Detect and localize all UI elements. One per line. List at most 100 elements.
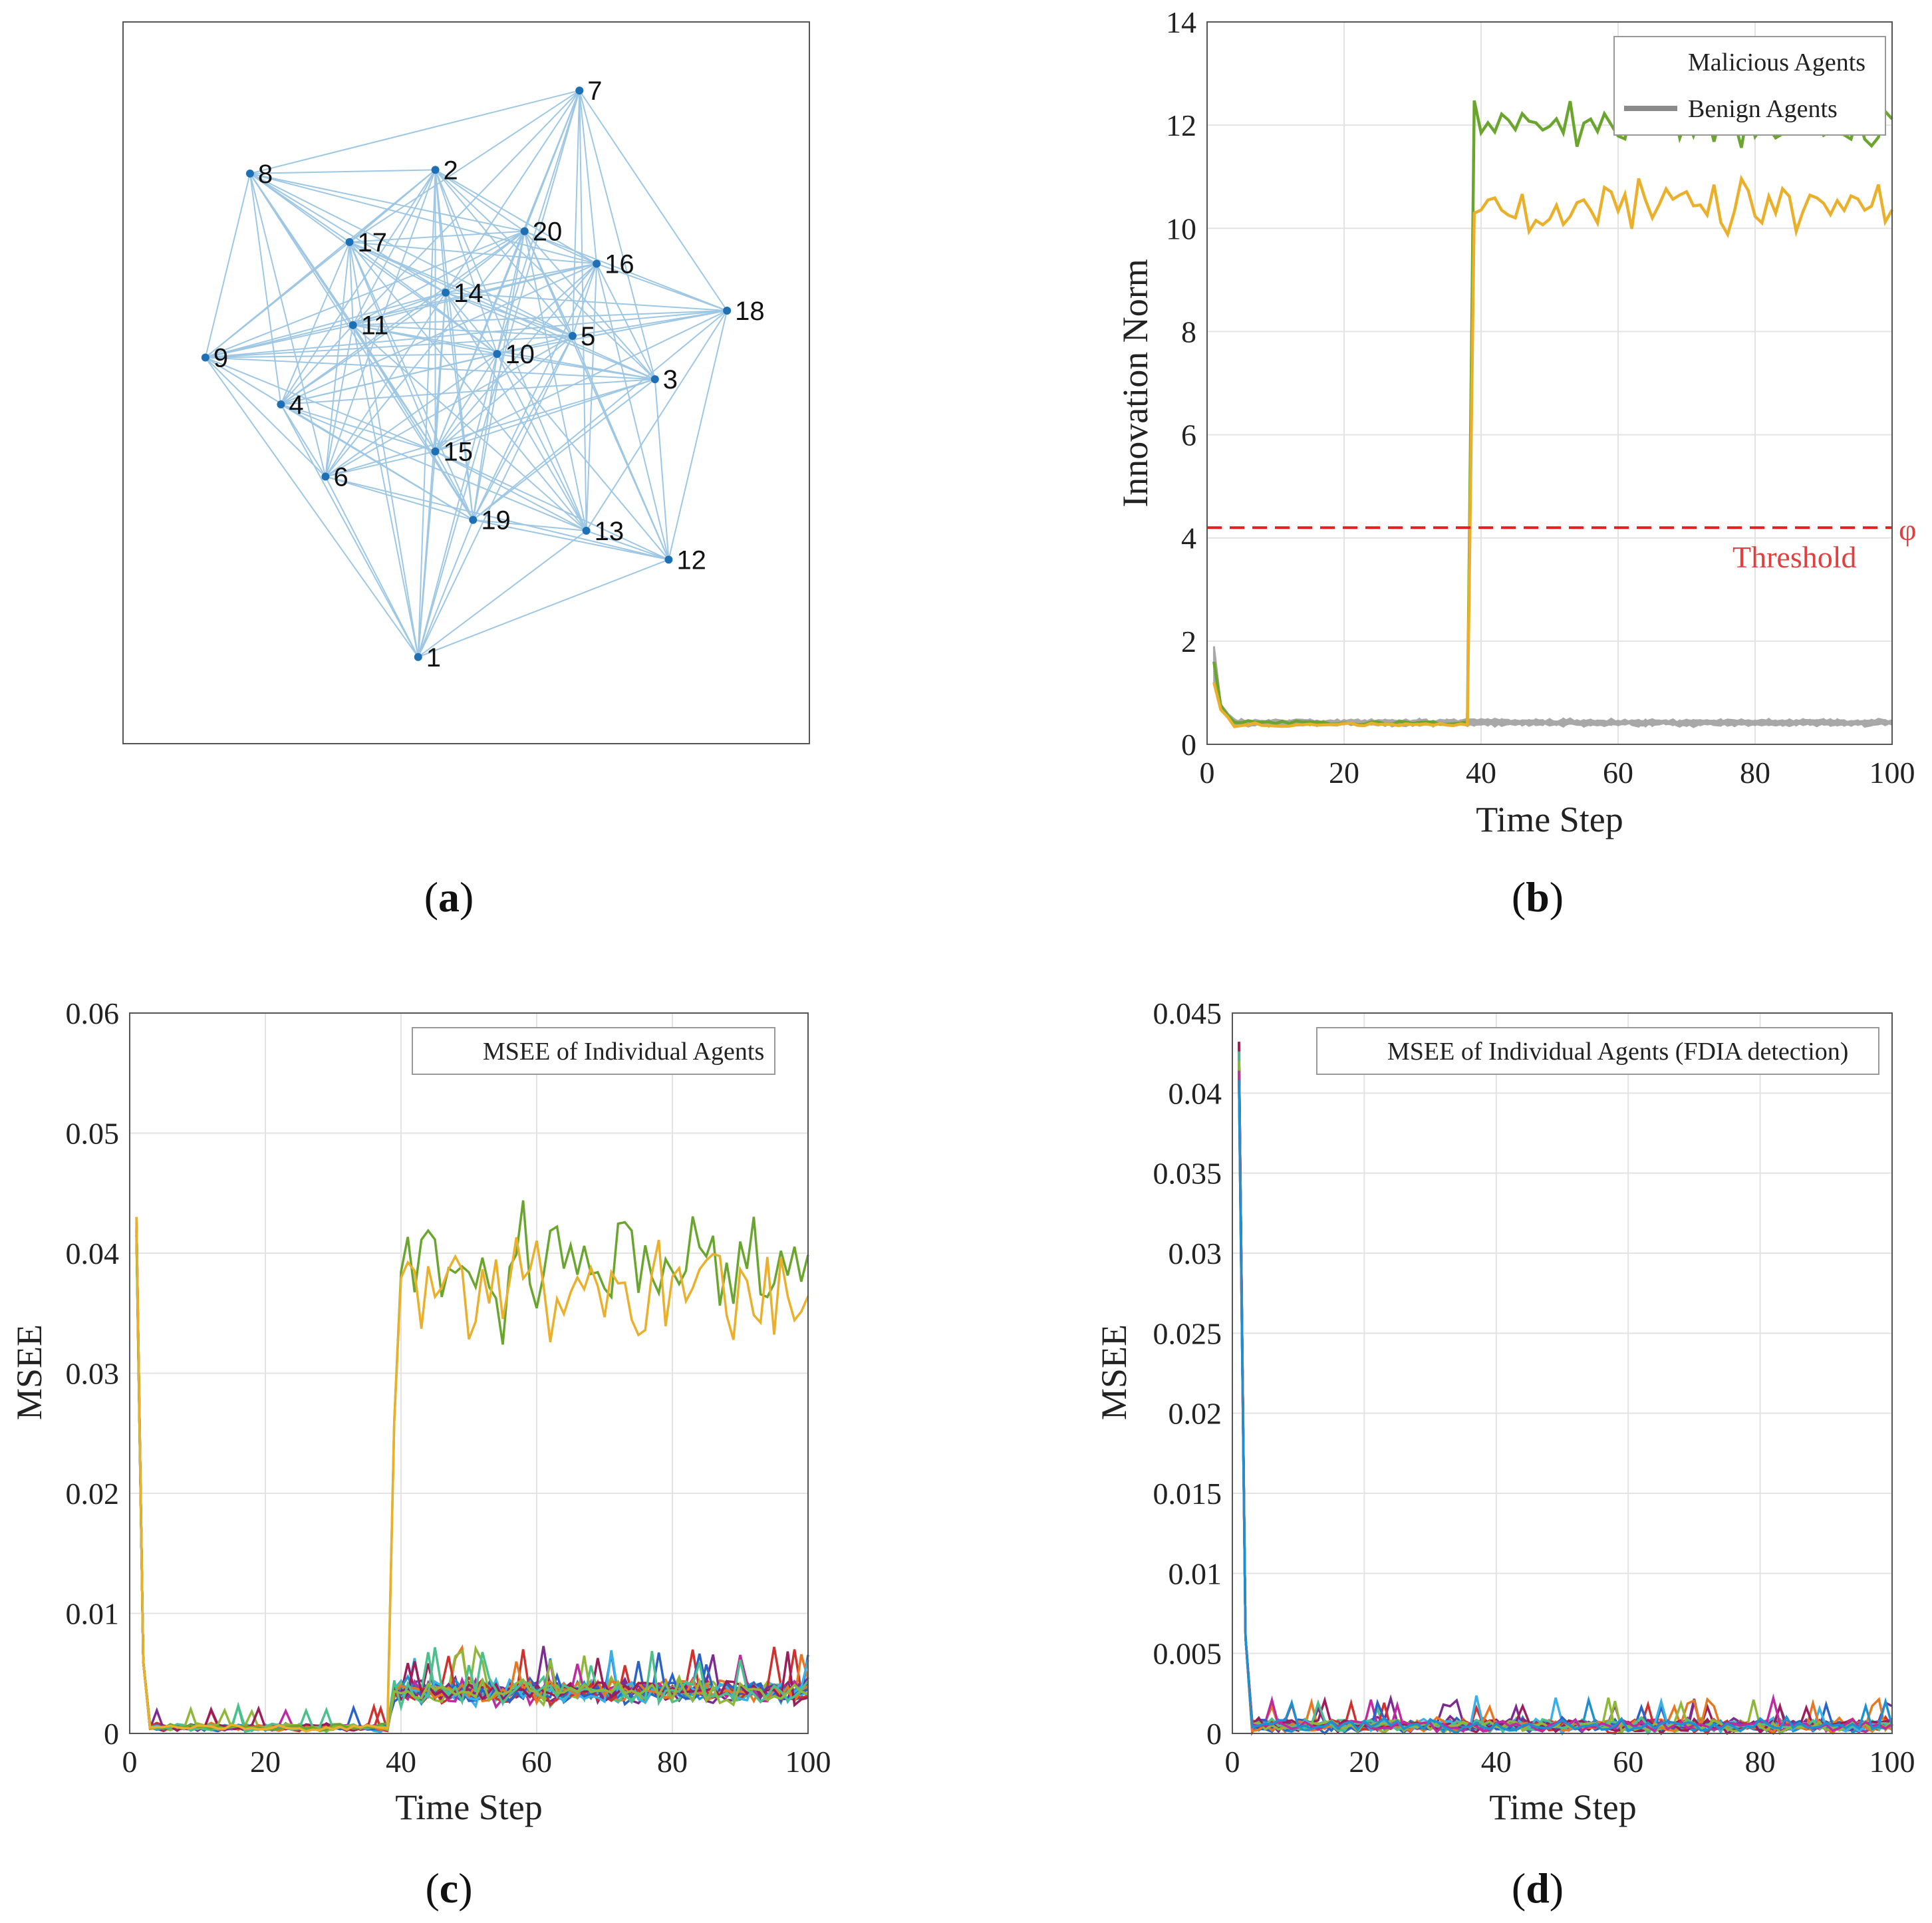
edge-17-19 <box>348 241 474 521</box>
edge-3-20 <box>523 230 656 380</box>
edge-13-17 <box>348 241 587 531</box>
edge-9-17 <box>205 241 350 359</box>
node-label-14: 14 <box>454 279 483 308</box>
edge-5-19 <box>472 335 573 521</box>
edge-6-19 <box>325 476 474 521</box>
d-ytick-8: 0.04 <box>1169 1076 1222 1110</box>
c-xtick-0: 0 <box>122 1745 138 1779</box>
node-18 <box>723 307 732 315</box>
b-threshold-symbol: φ <box>1899 513 1917 547</box>
node-15 <box>431 447 440 456</box>
edge-3-12 <box>654 378 670 560</box>
edge-2-16 <box>435 169 597 265</box>
edge-13-16 <box>585 263 598 531</box>
node-3 <box>650 375 659 384</box>
edge-8-9 <box>204 173 251 358</box>
b-ytick-0: 0 <box>1181 728 1196 762</box>
edge-4-13 <box>280 404 587 531</box>
b-ytick-1: 2 <box>1181 625 1196 659</box>
node-14 <box>442 288 450 297</box>
edge-1-9 <box>205 357 419 658</box>
c-ytick-2: 0.02 <box>66 1477 120 1511</box>
edge-4-16 <box>280 263 597 405</box>
c-ytick-6: 0.06 <box>66 996 120 1030</box>
edge-7-18 <box>579 90 728 311</box>
edge-3-6 <box>325 378 656 478</box>
edge-9-18 <box>205 310 728 359</box>
edge-14-17 <box>349 241 446 293</box>
edge-14-15 <box>434 292 447 452</box>
edge-1-15 <box>417 451 436 657</box>
edge-4-20 <box>280 230 525 405</box>
caption-b: (b) <box>1512 873 1564 921</box>
edge-1-4 <box>280 404 419 658</box>
edge-3-7 <box>579 90 656 380</box>
c-ytick-5: 0.05 <box>66 1117 120 1151</box>
edge-15-18 <box>435 310 728 452</box>
edge-18-20 <box>524 230 728 311</box>
edge-11-13 <box>352 324 587 531</box>
caption-a: (a) <box>424 873 474 921</box>
d-series <box>1238 1042 1893 1737</box>
node-label-5: 5 <box>581 322 595 351</box>
node-20 <box>520 227 529 235</box>
d-ytick-5: 0.025 <box>1153 1316 1222 1350</box>
edge-4-8 <box>249 173 282 405</box>
edge-4-17 <box>280 241 350 405</box>
c-ytick-4: 0.04 <box>66 1237 120 1270</box>
edge-11-19 <box>352 325 474 521</box>
edge-1-19 <box>417 519 474 658</box>
edge-12-13 <box>586 529 669 561</box>
edge-12-19 <box>473 519 669 561</box>
b-xtick-60: 60 <box>1603 756 1633 790</box>
edge-8-17 <box>249 173 350 243</box>
b-ytick-3: 6 <box>1181 418 1196 452</box>
edge-2-5 <box>434 169 573 337</box>
node-label-4: 4 <box>289 390 303 420</box>
b-xtick-20: 20 <box>1329 756 1359 790</box>
node-5 <box>568 331 577 340</box>
edge-10-14 <box>445 292 498 355</box>
edge-3-15 <box>435 378 656 452</box>
b-legend-malicious: Malicious Agents <box>1688 49 1865 76</box>
d-agent-line-20 <box>1238 1080 1893 1735</box>
edge-12-16 <box>596 263 670 560</box>
b-ytick-7: 14 <box>1166 5 1196 39</box>
edge-6-20 <box>325 231 525 478</box>
edge-14-18 <box>445 291 728 311</box>
node-label-6: 6 <box>333 463 348 492</box>
edge-13-19 <box>473 519 587 531</box>
edge-1-12 <box>418 559 669 658</box>
d-xtick-100: 100 <box>1869 1745 1915 1779</box>
edge-13-18 <box>585 310 728 531</box>
edge-14-16 <box>445 263 597 293</box>
node-12 <box>664 555 673 564</box>
edge-5-9 <box>205 335 573 359</box>
edge-9-10 <box>205 353 497 359</box>
edge-7-13 <box>579 90 587 531</box>
edge-1-5 <box>417 335 573 658</box>
b-xtick-0: 0 <box>1200 756 1215 790</box>
d-xtick-0: 0 <box>1225 1745 1240 1779</box>
c-xtick-20: 20 <box>250 1745 281 1779</box>
d-xtick-20: 20 <box>1349 1745 1379 1779</box>
edge-8-20 <box>249 172 525 232</box>
edge-9-16 <box>205 263 597 359</box>
edge-1-2 <box>417 170 436 657</box>
node-label-16: 16 <box>605 249 634 279</box>
edge-1-10 <box>417 353 498 658</box>
edge-12-15 <box>435 450 669 561</box>
edge-9-14 <box>205 291 446 359</box>
edge-6-9 <box>205 357 327 478</box>
b-threshold-label: Threshold <box>1732 540 1857 574</box>
edge-19-20 <box>472 231 525 520</box>
msee-detection-chart: 0 20 40 60 80 100 0 0.005 0.01 0.015 0.02 0.025 0.03… <box>1094 996 1915 1827</box>
c-ylabel: MSEE <box>9 1324 49 1420</box>
node-11 <box>348 321 357 329</box>
node-2 <box>431 166 440 174</box>
edge-11-20 <box>352 230 525 326</box>
d-legend-label: MSEE of Individual Agents (FDIA detectio… <box>1387 1038 1848 1066</box>
